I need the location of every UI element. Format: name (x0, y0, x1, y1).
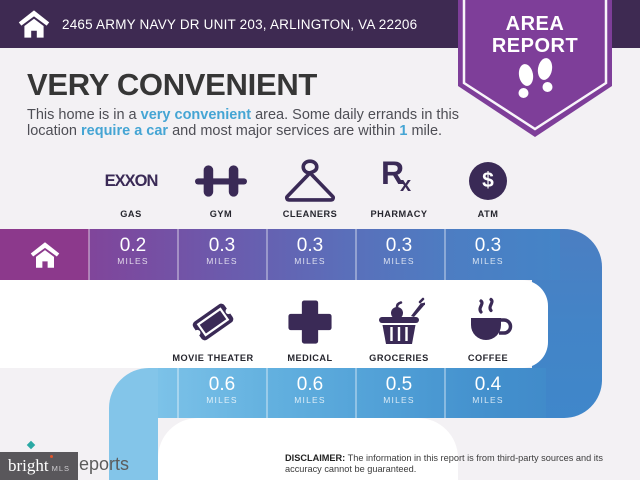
distance-cleaners: 0.3 MILES (294, 235, 326, 266)
bar-divider (355, 368, 357, 418)
white-island (0, 280, 548, 368)
area-report-badge: AREA REPORT (458, 0, 612, 140)
category-groceries: GROCERIES (334, 294, 464, 363)
distance-movie-theater: 0.6 MILES (206, 374, 238, 405)
intro-paragraph: This home is in a very convenient area. … (27, 107, 459, 139)
rx-icon: R x (381, 155, 412, 196)
bar-divider (444, 229, 446, 280)
ticket-icon (192, 303, 234, 341)
bar-divider (444, 368, 446, 418)
category-label: MOVIE THEATER (172, 353, 254, 363)
dollar-circle-icon: $ (469, 162, 507, 200)
category-label: PHARMACY (370, 209, 428, 219)
distance-pharmacy: 0.3 MILES (383, 235, 415, 266)
home-icon (30, 241, 59, 268)
bar-divider (266, 368, 268, 418)
bar-divider (266, 229, 268, 280)
category-atm: $ ATM (423, 156, 553, 219)
basket-icon (379, 297, 425, 344)
bar-divider (177, 368, 179, 418)
category-label: GROCERIES (369, 353, 429, 363)
highlight-very-convenient: very convenient (140, 107, 252, 123)
bright-mls-logo: bright MLS (0, 452, 78, 480)
category-medical: MEDICAL (245, 294, 375, 363)
bar-divider (177, 229, 179, 280)
disclaimer-text: DISCLAIMER: The information in this repo… (285, 453, 603, 475)
distance-gym: 0.3 MILES (206, 235, 238, 266)
category-coffee: COFFEE (423, 294, 553, 363)
distance-bar-1 (0, 229, 560, 280)
category-label: MEDICAL (287, 353, 333, 363)
category-label: GAS (120, 209, 142, 219)
logo-teal-spark (26, 440, 36, 450)
category-label: GYM (209, 209, 233, 219)
reports-wordmark: Reports (66, 454, 130, 474)
coffee-cup-icon (471, 297, 513, 340)
badge-pennant-shape (458, 0, 612, 137)
home-icon (18, 10, 50, 38)
distance-atm: 0.3 MILES (472, 235, 504, 266)
category-gym: GYM (156, 156, 286, 219)
distance-groceries: 0.5 MILES (383, 374, 415, 405)
category-pharmacy: R x PHARMACY (334, 155, 464, 219)
dumbbell-icon (195, 165, 247, 197)
page-title: VERY CONVENIENT (27, 67, 318, 102)
highlight-require-a-car: require a car (81, 123, 169, 139)
category-cleaners: CLEANERS (245, 156, 375, 219)
category-label: CLEANERS (282, 209, 338, 219)
bottom-white-panel (158, 418, 458, 480)
hanger-icon (285, 159, 335, 202)
logo-orange-dot (50, 455, 53, 458)
category-movie-theater: MOVIE THEATER (148, 294, 278, 363)
category-label: ATM (477, 209, 499, 219)
distance-gas: 0.2 MILES (117, 235, 149, 266)
distance-bar-2 (158, 368, 546, 418)
exxon-logo-icon: EXXON (104, 171, 159, 190)
medical-cross-icon (288, 300, 332, 344)
category-gas: EXXON GAS (66, 156, 196, 220)
footprints-icon (458, 57, 612, 109)
bar-home-segment (0, 229, 89, 280)
category-label: COFFEE (467, 353, 509, 363)
bar-left-connector (109, 368, 158, 480)
highlight-one-mile: 1 (399, 123, 408, 139)
distance-coffee: 0.4 MILES (472, 374, 504, 405)
distance-medical: 0.6 MILES (294, 374, 326, 405)
bar-divider (355, 229, 357, 280)
property-address: 2465 ARMY NAVY DR UNIT 203, ARLINGTON, V… (62, 16, 418, 32)
bar-divider (88, 229, 90, 280)
badge-title: AREA REPORT (491, 13, 579, 57)
